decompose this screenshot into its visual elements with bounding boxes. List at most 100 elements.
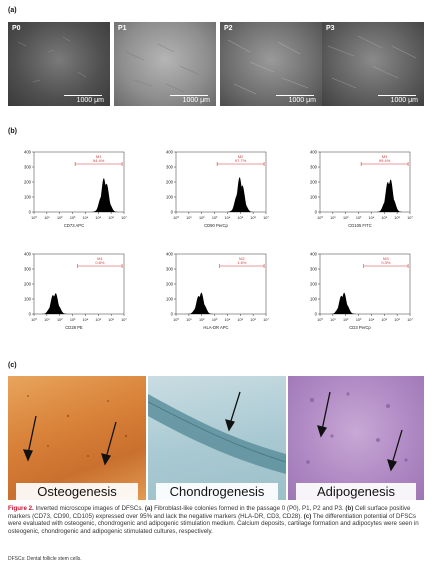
x-tick-label: 10⁵ (237, 318, 243, 322)
x-tick-label: 10⁶ (250, 318, 256, 322)
x-tick-label: 10³ (70, 318, 76, 322)
figure-label: Figure 2. (8, 505, 34, 512)
y-tick-label: 100 (24, 297, 32, 302)
x-tick-label: 10⁷ (263, 318, 269, 322)
y-tick-label: 400 (24, 150, 32, 155)
panel-c-label: (c) (8, 362, 17, 369)
passage-label: P0 (12, 25, 21, 32)
gate-percentage: 0.8% (95, 260, 105, 265)
y-tick-label: 300 (24, 267, 32, 272)
y-tick-label: 200 (310, 180, 318, 185)
osteogenesis-image: Osteogenesis (8, 376, 146, 500)
histogram-xlabel: CD73 APC (63, 223, 85, 228)
x-tick-label: 10⁶ (394, 216, 400, 220)
y-tick-label: 200 (310, 282, 318, 287)
gate-percentage: 99.4% (379, 158, 391, 163)
y-tick-label: 100 (310, 297, 318, 302)
plot-frame (33, 151, 125, 213)
y-tick-label: 0 (315, 210, 318, 215)
x-tick-label: 10³ (356, 216, 362, 220)
micrograph-p0: P0 1000 μm (8, 22, 110, 106)
arrow-icon (317, 391, 331, 438)
x-tick-label: 10⁴ (224, 216, 230, 220)
x-tick-label: 10⁵ (381, 318, 387, 322)
caption-part-a: (a) (144, 505, 153, 512)
x-tick-label: 10¹ (330, 318, 336, 322)
x-tick-label: 10¹ (330, 216, 336, 220)
x-tick-label: 10¹ (44, 318, 50, 322)
arrow-icon (225, 391, 241, 432)
micrograph-p3: P3 1000 μm (322, 22, 424, 106)
y-tick-label: 200 (166, 180, 174, 185)
histogram-cd3: 0 100 200 300 400 10⁰ 10¹ 10² 10³ 10⁴ 10⁵ 10⁶ 10⁷ M3 0… (306, 250, 414, 332)
passage-label: P2 (224, 25, 233, 32)
caption-text: Inverted microscope images of DFSCs. (33, 505, 145, 512)
chondrogenesis-image: Chondrogenesis (148, 376, 286, 500)
histogram-area (176, 177, 266, 212)
caption-part-c: (c) (303, 512, 312, 520)
x-tick-label: 10⁴ (368, 318, 374, 322)
x-tick-label: 10⁷ (407, 318, 413, 322)
scale-bar (378, 94, 416, 96)
x-tick-label: 10⁵ (381, 216, 387, 220)
y-tick-label: 0 (29, 210, 32, 215)
figure-caption: Figure 2. Inverted microscope images of … (8, 505, 424, 535)
arrow-icon (22, 415, 37, 462)
x-tick-label: 10⁰ (317, 318, 323, 322)
y-tick-label: 100 (24, 195, 32, 200)
y-tick-label: 0 (171, 210, 174, 215)
x-tick-label: 10¹ (186, 318, 192, 322)
gate-percentage: 1.6% (237, 260, 247, 265)
adipogenesis-image: Adipogenesis (288, 376, 424, 500)
histogram-xlabel: CD90 PerCp (204, 223, 228, 228)
x-tick-label: 10⁴ (368, 216, 374, 220)
x-tick-label: 10³ (212, 216, 218, 220)
y-tick-label: 100 (310, 195, 318, 200)
y-tick-label: 200 (24, 282, 32, 287)
histogram-cd73: 0 100 200 300 400 10⁰ 10¹ 10² 10³ 10⁴ 10⁵ 10⁶ 10⁷ M1 9… (20, 148, 128, 230)
x-tick-label: 10² (343, 318, 349, 322)
x-tick-label: 10⁰ (31, 216, 37, 220)
scale-bar (276, 94, 314, 96)
histogram-xlabel: CD3 PerCp (349, 325, 371, 330)
scale-bar (64, 94, 102, 96)
y-tick-label: 100 (166, 297, 174, 302)
x-tick-label: 10⁰ (317, 216, 323, 220)
x-tick-label: 10¹ (186, 216, 192, 220)
y-tick-label: 200 (24, 180, 32, 185)
x-tick-label: 10¹ (44, 216, 50, 220)
x-tick-label: 10⁶ (108, 216, 114, 220)
panel-b-label: (b) (8, 128, 17, 135)
y-tick-label: 400 (310, 252, 318, 257)
passage-label: P1 (118, 25, 127, 32)
x-tick-label: 10³ (70, 216, 76, 220)
x-tick-label: 10⁷ (121, 216, 127, 220)
histogram-xlabel: CD105 FITC (348, 223, 372, 228)
y-tick-label: 300 (310, 267, 318, 272)
histogram-area (34, 293, 124, 314)
y-tick-label: 300 (166, 165, 174, 170)
plot-frame (319, 253, 411, 315)
y-tick-label: 200 (166, 282, 174, 287)
x-tick-label: 10⁰ (173, 318, 179, 322)
label-background (16, 483, 138, 500)
scale-bar (170, 94, 208, 96)
x-tick-label: 10⁶ (250, 216, 256, 220)
plot-frame (175, 151, 267, 213)
y-tick-label: 100 (166, 195, 174, 200)
differentiation-label: Adipogenesis (316, 484, 396, 499)
x-tick-label: 10² (57, 318, 63, 322)
y-tick-label: 300 (310, 165, 318, 170)
histogram-area (320, 292, 410, 314)
histogram-hla-dr: 0 100 200 300 400 10⁰ 10¹ 10² 10³ 10⁴ 10⁵ 10⁶ 10⁷ M2 1… (162, 250, 270, 332)
caption-part-b: (b) (345, 505, 354, 512)
y-tick-label: 400 (166, 252, 174, 257)
x-tick-label: 10⁷ (121, 318, 127, 322)
y-tick-label: 400 (166, 150, 174, 155)
gate-name: M3 (383, 256, 389, 261)
histogram-area (34, 178, 124, 212)
y-tick-label: 0 (315, 312, 318, 317)
y-tick-label: 0 (171, 312, 174, 317)
histogram-cd90: 0 100 200 300 400 10⁰ 10¹ 10² 10³ 10⁴ 10⁵ 10⁶ 10⁷ M2 9… (162, 148, 270, 230)
x-tick-label: 10⁴ (82, 216, 88, 220)
